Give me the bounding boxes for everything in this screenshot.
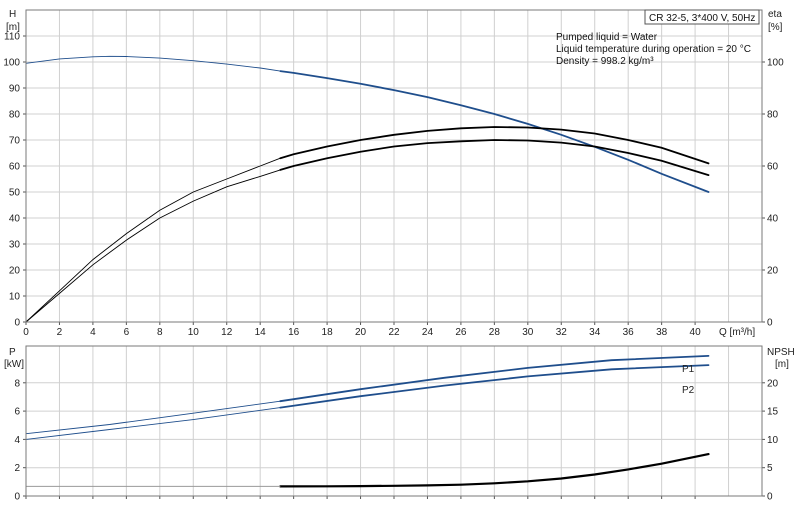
top-right-tick-label: 20 bbox=[767, 266, 779, 277]
top-left-tick-label: 40 bbox=[9, 214, 21, 225]
bottom-series-2-duty-segment bbox=[279, 453, 710, 488]
npsh-axis-label: NPSH bbox=[767, 347, 795, 358]
bottom-right-tick-label: 20 bbox=[767, 378, 779, 389]
top-right-tick-label: 100 bbox=[767, 58, 784, 69]
bottom-series-1-line bbox=[25, 364, 709, 440]
power-unit-label: [kW] bbox=[4, 359, 24, 370]
head-axis-label: H bbox=[9, 9, 16, 20]
top-left-tick-label: 30 bbox=[9, 240, 21, 251]
top-left-tick-label: 100 bbox=[3, 58, 20, 69]
top-left-tick-label: 50 bbox=[9, 188, 21, 199]
x-tick-label: 40 bbox=[690, 327, 702, 338]
frame-layer bbox=[23, 9, 765, 499]
bottom-left-tick-label: 4 bbox=[14, 435, 20, 446]
pump-title-box bbox=[644, 9, 760, 25]
top-right-tick-label: 0 bbox=[767, 318, 773, 329]
top-right-tick-label: 60 bbox=[767, 162, 779, 173]
bottom-left-tick-label: 2 bbox=[14, 463, 20, 474]
npsh-unit-label: [m] bbox=[775, 359, 789, 370]
top-right-tick-label: 40 bbox=[767, 214, 779, 225]
top-right-tick-label: 80 bbox=[767, 110, 779, 121]
x-tick-label: 4 bbox=[90, 327, 96, 338]
x-tick-label: 26 bbox=[455, 327, 467, 338]
x-tick-label: 10 bbox=[188, 327, 200, 338]
top-series-2-line bbox=[25, 139, 709, 323]
bottom-right-tick-label: 0 bbox=[767, 492, 773, 503]
p2-series-label: P2 bbox=[682, 385, 695, 396]
top-series-0-line bbox=[25, 55, 709, 193]
top-left-tick-label: 60 bbox=[9, 162, 21, 173]
bottom-right-tick-label: 5 bbox=[767, 463, 773, 474]
bottom-series-1-duty-segment bbox=[279, 364, 710, 409]
info-line-temperature: Liquid temperature during operation = 20… bbox=[556, 44, 751, 55]
bottom-left-tick-label: 8 bbox=[14, 378, 20, 389]
x-tick-label: 14 bbox=[255, 327, 267, 338]
x-tick-label: 28 bbox=[489, 327, 501, 338]
flow-axis-label: Q [m³/h] bbox=[719, 327, 755, 338]
eta-axis-label: eta bbox=[768, 9, 782, 20]
bottom-left-tick-label: 0 bbox=[14, 492, 20, 503]
x-tick-label: 2 bbox=[57, 327, 63, 338]
x-tick-label: 22 bbox=[388, 327, 400, 338]
x-tick-label: 16 bbox=[288, 327, 300, 338]
top-left-tick-label: 110 bbox=[4, 32, 20, 43]
top-series-1-line bbox=[25, 126, 709, 323]
x-tick-label: 34 bbox=[589, 327, 601, 338]
x-tick-label: 32 bbox=[556, 327, 568, 338]
info-line-density: Density = 998.2 kg/m³ bbox=[556, 56, 654, 67]
top-left-tick-label: 70 bbox=[9, 136, 21, 147]
x-tick-label: 36 bbox=[623, 327, 635, 338]
head-unit-label: [m] bbox=[6, 22, 20, 33]
x-tick-label: 24 bbox=[422, 327, 434, 338]
x-tick-label: 0 bbox=[23, 327, 29, 338]
bottom-right-tick-label: 10 bbox=[767, 435, 779, 446]
bottom-left-tick-label: 6 bbox=[14, 407, 20, 418]
top-left-tick-label: 20 bbox=[9, 266, 21, 277]
x-tick-label: 30 bbox=[522, 327, 534, 338]
series-layer bbox=[25, 55, 710, 488]
top-left-tick-label: 10 bbox=[9, 292, 21, 303]
top-series-0-duty-segment bbox=[279, 70, 710, 193]
bottom-right-tick-label: 15 bbox=[767, 407, 779, 418]
x-tick-label: 6 bbox=[124, 327, 130, 338]
top-left-tick-label: 80 bbox=[9, 110, 21, 121]
p1-series-label: P1 bbox=[682, 364, 695, 375]
x-tick-label: 12 bbox=[221, 327, 233, 338]
x-tick-label: 18 bbox=[322, 327, 334, 338]
info-line-liquid: Pumped liquid = Water bbox=[556, 32, 658, 43]
top-left-tick-label: 0 bbox=[14, 318, 20, 329]
top-plot-frame bbox=[25, 9, 763, 323]
x-tick-label: 8 bbox=[157, 327, 163, 338]
pump-title: CR 32-5, 3*400 V, 50Hz bbox=[649, 13, 755, 24]
bottom-plot-frame bbox=[25, 345, 763, 497]
x-tick-label: 20 bbox=[355, 327, 367, 338]
top-left-tick-label: 90 bbox=[9, 84, 21, 95]
bottom-series-0-duty-segment bbox=[279, 355, 710, 403]
top-series-2-duty-segment bbox=[279, 139, 710, 176]
x-tick-label: 38 bbox=[656, 327, 668, 338]
top-series-1-duty-segment bbox=[279, 126, 710, 165]
power-axis-label: P bbox=[9, 347, 16, 358]
grid-layer bbox=[25, 9, 762, 497]
eta-unit-label: [%] bbox=[768, 22, 783, 33]
